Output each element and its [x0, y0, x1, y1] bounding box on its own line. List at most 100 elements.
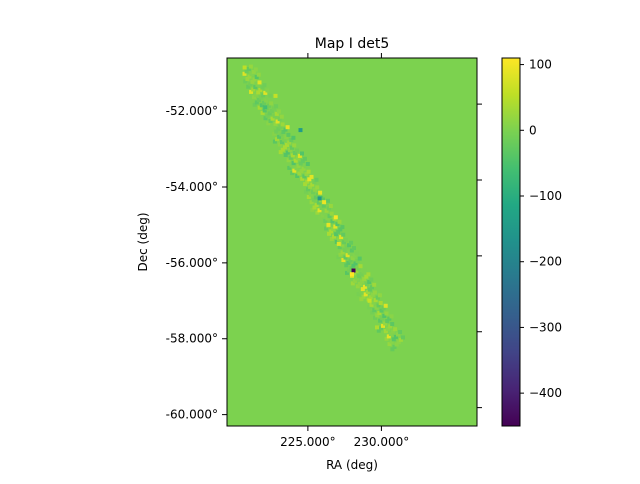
stripe-pixel [280, 122, 285, 127]
stripe-pixel [316, 200, 321, 205]
stripe-pixel [253, 85, 258, 90]
stripe-pixel [253, 67, 258, 72]
stripe-pixel [276, 127, 281, 132]
stripe-pixel [297, 153, 302, 158]
stripe-pixel [388, 324, 393, 329]
colorbar: 100 0 −100 −200 −300 −400 [501, 57, 562, 427]
stripe-pixel [312, 180, 317, 185]
stripe-pixel [356, 291, 361, 296]
stripe-pixel [371, 300, 376, 305]
stripe-pixel [249, 72, 254, 77]
stripe-pixel [369, 277, 374, 282]
y-tick-label: -58.000° [166, 332, 218, 346]
stripe-pixel [285, 142, 289, 147]
stripe-pixel [372, 290, 377, 295]
stripe-pixel [244, 69, 249, 74]
stripe-pixel [351, 263, 356, 268]
stripe-pixel [326, 206, 331, 211]
stripe-pixel [311, 190, 315, 195]
y-tick-label: -52.000° [166, 104, 218, 118]
stripe-pixel [324, 208, 329, 213]
stripe-pixel [263, 90, 268, 95]
stripe-pixel [398, 330, 403, 335]
stripe-pixel [387, 316, 392, 321]
stripe-pixel [339, 242, 344, 247]
stripe-pixel [375, 295, 380, 300]
notable-pixel [298, 128, 303, 133]
stripe-pixel [246, 67, 251, 71]
stripe-pixel [374, 305, 379, 310]
stripe-pixel [251, 69, 256, 74]
stripe-pixel [261, 118, 266, 123]
stripe-pixel [336, 255, 341, 260]
stripe-pixel [368, 295, 373, 300]
stripe-pixel [287, 148, 292, 153]
stripe-pixel [254, 75, 259, 80]
stripe-pixel [385, 319, 390, 324]
stripe-pixel [283, 153, 288, 157]
stripe-pixel [337, 245, 342, 250]
stripe-pixel [269, 109, 274, 113]
stripe-pixel [291, 161, 296, 166]
stripe-pixel [340, 250, 345, 255]
stripe-pixel [314, 203, 319, 208]
stripe-pixel [378, 301, 383, 305]
chart-title: Map I det5 [315, 36, 389, 52]
stripe-pixel [396, 340, 401, 345]
stripe-pixel [296, 163, 301, 168]
stripe-pixel [326, 198, 330, 203]
stripe-pixel [277, 134, 282, 139]
stripe-pixel [393, 327, 398, 332]
plot-frame [226, 57, 478, 427]
stripe-pixel [329, 229, 334, 234]
stripe-pixel [347, 268, 352, 273]
stripe-pixel [316, 193, 320, 198]
stripe-pixel [392, 344, 397, 349]
stripe-pixel [306, 187, 310, 192]
stripe-pixel [352, 246, 356, 251]
stripe-pixel [376, 328, 381, 333]
stripe-pixel [265, 113, 270, 118]
colorbar-tick-label: −100 [529, 189, 562, 203]
stripe-pixel [355, 284, 360, 289]
stripe-pixel [265, 88, 270, 93]
stripe-pixel [267, 111, 272, 116]
stripe-pixel [308, 192, 313, 197]
stripe-pixel [280, 147, 285, 152]
stripe-pixel [249, 89, 254, 94]
stripe-pixel [312, 205, 317, 210]
colorbar-tick-label: −300 [529, 320, 562, 334]
stripe-pixel [353, 261, 358, 266]
stripe-pixel [389, 339, 394, 344]
stripe-pixel [396, 332, 400, 337]
colorbar-tick-label: 0 [529, 123, 537, 137]
stripe-pixel [370, 285, 374, 290]
stripe-pixel [352, 279, 357, 283]
stripe-pixel [324, 226, 329, 231]
stripe-pixel [319, 206, 324, 210]
stripe-pixel [343, 255, 348, 260]
stripe-pixel [262, 83, 267, 88]
stripe-pixel [342, 240, 346, 245]
stripe-pixel [337, 237, 341, 242]
stripe-pixel [290, 171, 295, 176]
stripe-pixel [268, 93, 273, 98]
stripe-pixel [300, 151, 304, 156]
stripe-pixel [336, 229, 341, 234]
stripe-pixel [352, 253, 357, 258]
stripe-pixel [269, 126, 274, 131]
stripe-pixel [384, 311, 389, 316]
stripe-pixel [321, 195, 325, 200]
stripe-pixel [398, 337, 403, 342]
stripe-pixel [332, 234, 336, 239]
notable-pixel [367, 298, 372, 303]
stripe-pixel [382, 313, 387, 318]
stripe-pixel [292, 168, 297, 173]
stripe-pixel [304, 172, 309, 177]
stripe-pixel [292, 151, 297, 155]
stripe-pixel [271, 124, 276, 129]
stripe-pixel [352, 271, 357, 276]
stripe-pixel [362, 277, 367, 282]
y-axis: -52.000° -54.000° -56.000° -58.000° -60.000° [166, 104, 227, 422]
stripe-pixel [358, 264, 363, 269]
